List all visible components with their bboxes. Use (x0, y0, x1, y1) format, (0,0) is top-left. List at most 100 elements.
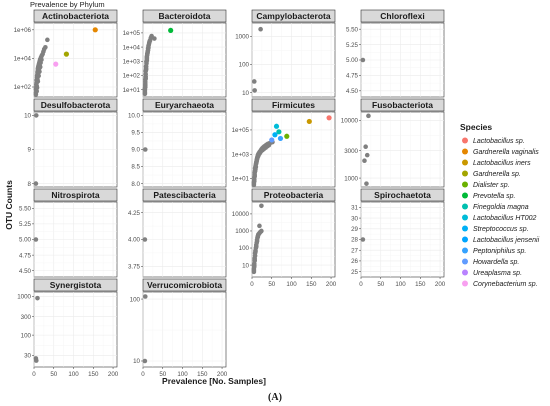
legend-label: Dialister sp. (473, 182, 510, 189)
data-point (253, 164, 259, 170)
highlight-point (273, 123, 280, 129)
legend-swatch (462, 159, 468, 166)
data-point (143, 71, 148, 77)
highlight-point (53, 61, 59, 67)
panel-proteobacteria: Proteobacteria 10 100 1000 10000 0 50 100 150 200 (232, 188, 337, 288)
panel-strip (360, 98, 445, 112)
y-tick-label: 100 (130, 296, 141, 303)
x-tick-label: 200 (108, 371, 119, 378)
x-tick-label: 100 (177, 371, 188, 378)
y-tick-label: 100 (21, 332, 32, 339)
y-tick-label: 1e+05 (232, 127, 250, 134)
legend-swatch (462, 247, 468, 254)
y-tick-label: 10000 (341, 118, 359, 125)
x-tick-label: 200 (435, 281, 446, 288)
panel-plot-area (33, 22, 118, 98)
data-point (142, 358, 148, 364)
legend-label: Finegoldia magna (473, 204, 529, 211)
data-point (251, 267, 257, 273)
data-point (253, 249, 258, 255)
y-tick-label: 5.25 (19, 221, 32, 228)
panel-verrucomicrobiota: Verrucomicrobiota 10 100 0 50 100 150 200 (130, 278, 228, 378)
legend-swatch (462, 137, 468, 144)
y-tick-label: 300 (21, 314, 32, 321)
x-tick-label: 100 (395, 281, 406, 288)
panel-strip-label: Euryarchaeota (155, 100, 214, 110)
x-tick-label: 100 (68, 371, 79, 378)
legend-label: Lactobacillus HT002 (473, 215, 537, 222)
data-point (33, 181, 39, 186)
data-point (360, 57, 366, 63)
panel-plot-area (142, 22, 227, 98)
legend-swatch (462, 192, 468, 199)
legend-label: Corynebacterium sp. (473, 281, 538, 288)
data-point (252, 257, 257, 263)
data-point (152, 36, 157, 41)
data-point (251, 79, 257, 84)
y-tick-label: 10 (133, 358, 140, 365)
x-tick-label: 200 (326, 281, 337, 288)
data-point (252, 168, 258, 174)
x-tick-label: 150 (415, 281, 426, 288)
x-tick-label: 150 (306, 281, 317, 288)
data-point (257, 223, 262, 229)
panel-strip (33, 9, 118, 23)
legend-swatch (462, 148, 468, 155)
panel-strip-label: Fusobacteriota (372, 100, 433, 110)
data-point (33, 358, 39, 363)
y-tick-label: 1e+06 (14, 27, 32, 34)
y-tick-label: 10.0 (128, 113, 141, 120)
y-tick-label: 1e+01 (232, 176, 250, 183)
legend-label: Lactobacillus jensenii (473, 237, 540, 244)
data-point (142, 147, 148, 152)
panel-strip (251, 98, 336, 112)
data-point (143, 64, 149, 70)
highlight-point (272, 132, 278, 138)
facet-panels: Actinobacteriota 1e+02 1e+04 1e+06 Bacteroid… (14, 9, 446, 378)
y-tick-label: 5.50 (346, 26, 359, 33)
y-tick-label: 9.0 (131, 147, 140, 154)
panel-strip (33, 278, 118, 292)
legend-label: Gardnerella sp. (473, 171, 521, 178)
data-point (142, 81, 148, 87)
panel-strip (142, 9, 227, 23)
data-point (37, 64, 43, 70)
highlight-point (306, 118, 312, 125)
species-legend: Species Lactobacillus sp. Gardnerella vag… (460, 122, 540, 288)
data-point (362, 158, 367, 164)
y-tick-label: 1000 (344, 175, 358, 182)
data-point (257, 150, 263, 155)
panel-strip-label: Nitrospirota (51, 190, 99, 200)
legend-swatch (462, 170, 468, 177)
y-tick-label: 1e+04 (123, 44, 141, 51)
data-point (45, 37, 50, 43)
panel-plot-area (360, 111, 445, 188)
x-tick-label: 50 (268, 281, 275, 288)
panel-plot-area (251, 22, 336, 98)
data-point (142, 87, 148, 92)
legend-label: Prevotella sp. (473, 193, 515, 200)
data-point (33, 237, 39, 242)
panel-strip (360, 188, 445, 202)
data-point (259, 228, 264, 234)
x-axis-title: Prevalence [No. Samples] (162, 376, 266, 386)
y-tick-label: 1e+04 (14, 56, 32, 63)
data-point (366, 113, 371, 119)
y-tick-label: 10 (24, 113, 31, 120)
y-tick-label: 4.25 (128, 210, 141, 217)
y-tick-label: 8.5 (131, 164, 140, 171)
y-tick-label: 27 (351, 247, 358, 254)
panel-strip-label: Spirochaetota (374, 190, 431, 200)
panel-strip (33, 188, 118, 202)
y-tick-label: 4.50 (19, 268, 32, 275)
panel-strip (33, 98, 118, 112)
x-tick-label: 50 (377, 281, 384, 288)
data-point (364, 181, 369, 186)
panel-firmicutes: Firmicutes 1e+01 1e+03 1e+05 (232, 98, 336, 188)
data-point (35, 79, 41, 84)
panel-actinobacteriota: Actinobacteriota 1e+02 1e+04 1e+06 (14, 9, 118, 98)
data-point (254, 238, 260, 244)
data-point (254, 159, 259, 164)
data-point (34, 85, 40, 90)
y-tick-label: 5.00 (346, 57, 359, 64)
